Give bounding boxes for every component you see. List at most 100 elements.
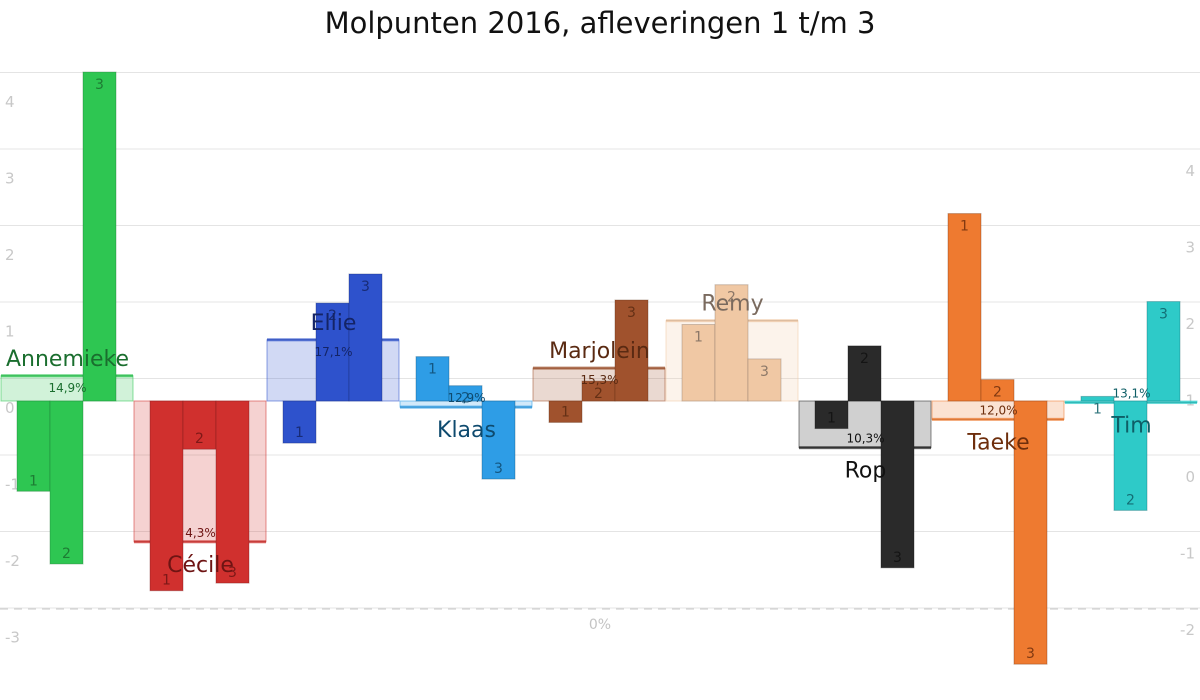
episode-bar [315,302,350,402]
y-tick-right: 4 [1185,162,1195,180]
episode-bar [348,273,383,402]
contestant-name: Taeke [966,430,1029,455]
contestant-name: Remy [701,292,763,317]
gridlines [0,72,1200,610]
episode-bar [847,345,882,402]
contestant-klaas: 1 2 3 12,9% Klaas [399,356,533,480]
chart-title: Molpunten 2016, afleveringen 1 t/m 3 [325,6,876,40]
y-tick-left: 1 [5,323,15,341]
contestant-cécile: 1 2 3 4,3% Cécile [133,400,267,592]
episode-label: 2 [727,290,736,306]
episode-label: 1 [694,330,703,346]
y-tick-right: -2 [1180,621,1195,639]
baseline-label: 0% [589,617,611,633]
contestant-name: Ellie [311,311,357,336]
episode-label: 2 [594,386,603,402]
contestant-tim: 1 2 3 13,1% Tim [1064,301,1198,511]
episode-bar [880,400,915,569]
contestant-marjolein: 1 2 3 15,3% Marjolein [532,299,666,423]
episode-bar [980,379,1015,402]
average-marker [533,366,665,370]
y-tick-left: 0 [5,399,15,417]
episode-bar [481,400,516,480]
percentage-label: 13,1% [1112,387,1150,401]
bars: 12314,9%Annemieke1234,3%Cécile12317,1%El… [0,71,1198,665]
episode-bar [49,400,84,565]
contestant-remy: 1 2 3 Remy [665,284,799,402]
episode-label: 2 [1126,492,1135,508]
y-tick-right: -1 [1180,544,1195,562]
y-tick-left: 3 [5,170,15,188]
episode-label: 1 [960,219,969,235]
y-tick-right: 1 [1185,391,1195,409]
percentage-label: 15,3% [580,373,618,387]
episode-bar [215,400,250,584]
episode-bar [1080,395,1115,402]
episode-bar [814,400,849,430]
episode-label: 3 [1026,646,1035,662]
episode-label: 1 [561,404,570,420]
episode-label: 3 [361,279,370,295]
contestant-name: Rop [845,459,887,484]
contestant-name: Tim [1110,414,1151,439]
y-tick-left: -1 [5,476,20,494]
episode-label: 3 [893,550,902,566]
episode-bar [947,213,982,402]
y-tick-right: 2 [1185,315,1195,333]
episode-label: 1 [295,425,304,441]
episode-bar [1146,301,1181,402]
episode-bar [149,400,184,592]
episode-bar [282,400,317,444]
episode-bar [182,400,217,450]
episode-label: 2 [328,308,337,324]
episode-bar [82,71,117,402]
episode-bar [415,356,450,402]
y-tick-left: -2 [5,552,20,570]
episode-label: 2 [993,385,1002,401]
contestant-rop: 1 2 3 10,3% Rop [798,345,932,569]
episode-label: 3 [228,565,237,581]
contestant-name: Marjolein [549,339,650,364]
percentage-label: 17,1% [314,345,352,359]
y-tick-right: -3 [1180,697,1195,700]
episode-label: 1 [29,473,38,489]
episode-label: 1 [1093,401,1102,417]
episode-bar [1113,400,1148,511]
percentage-label: 10,3% [846,432,884,446]
episode-label: 1 [428,362,437,378]
y-tick-right: 0 [1185,468,1195,486]
episode-label: 2 [461,391,470,407]
average-marker [932,417,1064,421]
y-tick-left: -3 [5,629,20,647]
average-marker [400,405,532,409]
contestant-name: Cécile [167,553,234,578]
episode-label: 3 [760,364,769,380]
y-tick-left: 2 [5,246,15,264]
average-marker [134,540,266,544]
y-tick-left: 4 [5,93,15,111]
episode-bar [747,358,782,402]
average-marker [1,374,133,378]
episode-label: 1 [162,573,171,589]
episode-bar [548,400,583,423]
episode-label: 3 [494,461,503,477]
y-axis-ticks: 4 3 2 1 0 -1 -2 -3 4 3 2 1 0 -1 -2 -3 [5,93,1195,700]
episode-label: 2 [860,351,869,367]
episode-label: 3 [95,77,104,93]
episode-bar [714,284,749,402]
y-tick-right: 3 [1185,238,1195,256]
contestant-name: Annemieke [6,347,129,372]
average-marker [799,446,931,450]
contestant-annemieke: 1 2 3 14,9% Annemieke [0,71,134,565]
episode-bar [16,400,51,492]
episode-label: 3 [1159,307,1168,323]
percentage-label: 4,3% [185,526,216,540]
percentage-label: 14,9% [48,381,86,395]
episode-label: 2 [62,546,71,562]
percentage-label: 12,0% [979,403,1017,417]
percentage-label: 12,9% [447,391,485,405]
episode-bar [1013,400,1048,665]
contestant-taeke: 1 2 3 12,0% Taeke [931,213,1065,665]
episode-label: 2 [195,431,204,447]
